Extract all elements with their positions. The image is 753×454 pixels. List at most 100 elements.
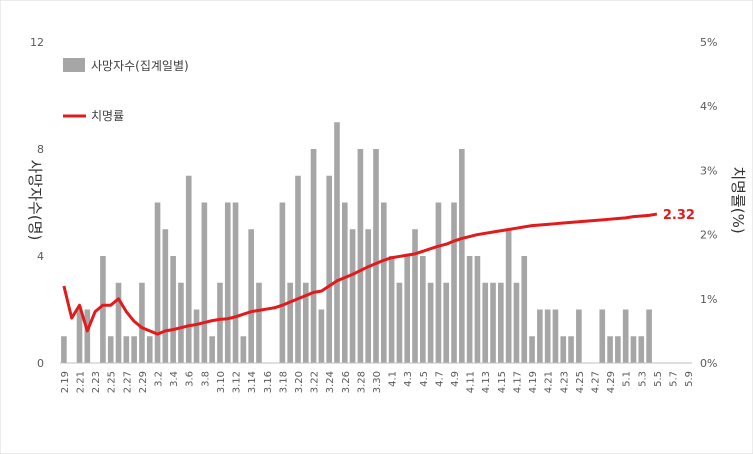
bar-4.6	[427, 282, 434, 363]
bar-4.5	[420, 256, 426, 363]
bar-3.15	[256, 282, 262, 363]
x-tick-5.9: 5.9	[684, 371, 695, 387]
x-tick-3.28: 3.28	[356, 371, 367, 393]
bar-3.7	[193, 309, 200, 363]
bar-2.27	[123, 336, 130, 363]
x-tick-4.13: 4.13	[481, 371, 492, 393]
x-tick-4.5: 4.5	[419, 371, 430, 387]
x-tick-4.19: 4.19	[528, 371, 539, 393]
bar-4.1	[388, 256, 395, 363]
bar-2.26	[115, 282, 122, 363]
bar-4.4	[412, 229, 418, 363]
x-tick-3.14: 3.14	[247, 371, 258, 393]
bar-3.8	[201, 202, 208, 363]
bar-4.30	[615, 336, 621, 363]
bar-2.19	[61, 336, 67, 363]
x-tick-2.23: 2.23	[91, 371, 102, 393]
bar-4.11	[466, 256, 473, 363]
bar-5.1	[622, 309, 629, 363]
right-tick-3%: 3%	[700, 164, 717, 177]
right-axis-title: 치명률(%)	[729, 166, 747, 233]
right-axis-ticks: 0% 1% 2% 3% 4% 5%	[700, 36, 717, 370]
bar-5.2	[630, 336, 637, 363]
bar-4.20	[537, 309, 543, 363]
right-tick-5%: 5%	[700, 36, 717, 49]
bar-3.13	[240, 336, 247, 363]
x-tick-2.21: 2.21	[76, 371, 87, 393]
x-tick-4.29: 4.29	[606, 371, 617, 393]
bar-3.3	[162, 229, 169, 363]
bar-4.8	[443, 282, 450, 363]
x-tick-3.4: 3.4	[169, 371, 180, 387]
bar-4.22	[552, 309, 559, 363]
bar-3.25	[334, 122, 340, 363]
bar-4.19	[529, 336, 535, 363]
x-axis-ticks: 2.19 2.21 2.23 2.25 2.27 2.29 3.2 3.4 3.6 3.8 3.10…	[60, 371, 695, 393]
x-tick-4.25: 4.25	[575, 371, 586, 393]
bar-4.3	[404, 256, 411, 363]
bar-4.7	[435, 202, 442, 363]
x-tick-3.2: 3.2	[154, 371, 165, 387]
bar-4.17	[513, 282, 520, 363]
bar-4.21	[544, 309, 551, 363]
bar-4.16	[505, 229, 512, 363]
left-axis-ticks: 0 4 8 12	[30, 36, 44, 370]
right-tick-2%: 2%	[700, 229, 717, 242]
x-tick-5.3: 5.3	[637, 371, 648, 387]
bar-3.23	[318, 309, 325, 363]
bar-2.21	[76, 309, 83, 363]
x-tick-5.7: 5.7	[668, 371, 679, 387]
bar-3.30	[373, 149, 379, 363]
bar-3.31	[380, 202, 387, 363]
x-tick-2.29: 2.29	[138, 371, 149, 393]
legend-line-label: 치명률	[91, 109, 124, 123]
x-tick-3.8: 3.8	[200, 371, 211, 387]
x-tick-4.27: 4.27	[590, 371, 601, 393]
x-tick-5.5: 5.5	[653, 371, 664, 387]
bar-3.9	[209, 336, 215, 363]
bar-3.10	[217, 282, 223, 363]
bar-3.20	[295, 175, 301, 363]
bar-4.15	[498, 282, 504, 363]
bar-4.14	[490, 282, 496, 363]
bar-3.5	[178, 282, 184, 363]
x-tick-2.25: 2.25	[107, 371, 118, 393]
bar-3.28	[357, 149, 364, 363]
x-tick-4.1: 4.1	[388, 371, 399, 387]
bar-4.25	[576, 309, 582, 363]
bar-2.24	[100, 256, 106, 363]
x-tick-3.6: 3.6	[185, 371, 196, 387]
bar-3.26	[341, 202, 348, 363]
bar-4.10	[459, 149, 465, 363]
bar-3.12	[232, 202, 239, 363]
bar-2.28	[131, 336, 137, 363]
x-tick-2.19: 2.19	[60, 371, 71, 393]
x-tick-5.1: 5.1	[622, 371, 633, 387]
x-tick-3.10: 3.10	[216, 371, 227, 393]
x-tick-4.7: 4.7	[434, 371, 445, 387]
x-tick-3.22: 3.22	[310, 371, 321, 393]
x-tick-4.15: 4.15	[497, 371, 508, 393]
bar-4.13	[482, 282, 489, 363]
x-tick-3.24: 3.24	[325, 371, 336, 393]
bar-5.4	[646, 309, 652, 363]
bar-2.25	[107, 336, 114, 363]
bar-3.21	[302, 282, 309, 363]
bar-4.2	[396, 282, 403, 363]
x-tick-3.16: 3.16	[263, 371, 274, 393]
x-tick-4.23: 4.23	[559, 371, 570, 393]
bar-3.6	[185, 175, 192, 363]
bar-3.19	[287, 282, 293, 363]
x-tick-3.12: 3.12	[232, 371, 243, 393]
bar-4.9	[451, 202, 457, 363]
bar-3.18	[279, 202, 286, 363]
left-tick-0: 0	[37, 357, 44, 370]
bar-3.14	[248, 229, 254, 363]
x-tick-4.21: 4.21	[544, 371, 555, 393]
x-tick-4.17: 4.17	[512, 371, 523, 393]
bar-4.23	[560, 336, 567, 363]
bar-4.12	[474, 256, 481, 363]
x-tick-3.18: 3.18	[278, 371, 289, 393]
left-tick-12: 12	[30, 36, 44, 49]
